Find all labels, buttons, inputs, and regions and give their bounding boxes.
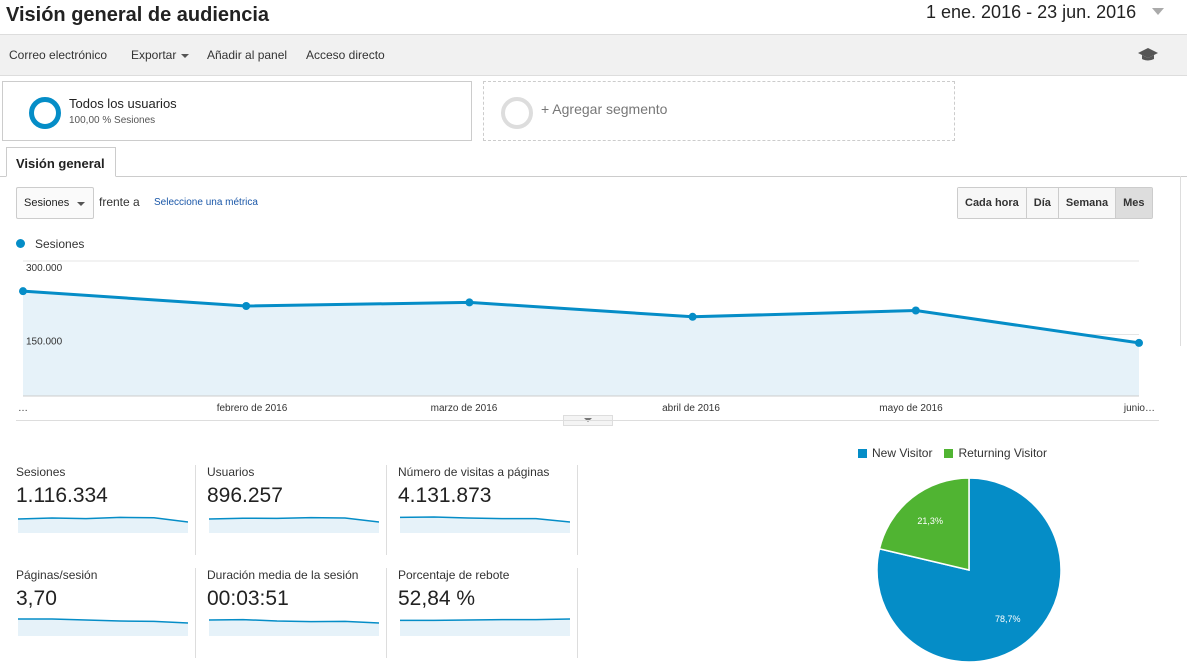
granularity-week-button[interactable]: Semana <box>1058 188 1117 218</box>
sparkline-area <box>400 619 570 636</box>
sparkline-line <box>18 618 188 624</box>
empty-ring-icon <box>501 97 533 129</box>
pie-slice-label: 78,7% <box>995 614 1021 624</box>
sparkline-line <box>208 516 379 523</box>
data-point <box>465 298 474 307</box>
metric-value: 3,70 <box>16 587 57 610</box>
page-title: Visión general de audiencia <box>6 4 270 26</box>
tab-divider <box>0 176 1187 177</box>
x-tick-label: abril de 2016 <box>662 403 720 414</box>
metric-label: Usuarios <box>207 465 255 479</box>
series-area <box>23 291 1139 396</box>
metric-tile-pageviews[interactable]: Número de visitas a páginas 4.131.873 <box>398 465 578 555</box>
legend-new-visitor: New Visitor <box>872 446 933 460</box>
caret-down-icon <box>77 202 85 206</box>
metric-label: Páginas/sesión <box>16 568 98 582</box>
metric-value: 896.257 <box>207 484 283 507</box>
metric-tile-pages-per-session[interactable]: Páginas/sesión 3,70 <box>16 568 196 658</box>
data-point <box>242 302 251 310</box>
sparkline-area <box>209 619 379 636</box>
pie-slice <box>878 477 970 571</box>
sparkline <box>400 618 570 636</box>
metric-select[interactable]: Sesiones <box>16 187 94 219</box>
add-segment-button[interactable]: + Agregar segmento <box>483 81 955 141</box>
data-point <box>911 306 920 315</box>
data-point <box>1135 338 1143 347</box>
chart-divider <box>16 420 1159 421</box>
metric-tile-users[interactable]: Usuarios 896.257 <box>207 465 387 555</box>
y-tick-label: 150.000 <box>26 337 63 348</box>
metric-value: 52,84 % <box>398 587 476 610</box>
segment-all-users[interactable]: Todos los usuarios 100,00 % Sesiones <box>2 81 472 141</box>
export-label: Exportar <box>131 48 177 62</box>
sparkline <box>208 618 379 636</box>
metric-label: Número de visitas a páginas <box>398 465 550 479</box>
versus-label: frente a <box>99 195 140 209</box>
legend-swatch-returning <box>944 448 954 458</box>
metric-tile-bounce-rate[interactable]: Porcentaje de rebote 52,84 % <box>398 568 578 658</box>
y-tick-label: 300.000 <box>26 263 63 274</box>
pie-legend: New Visitor Returning Visitor <box>858 446 1047 460</box>
segment-title: Todos los usuarios <box>69 96 177 111</box>
sparkline-area <box>400 517 570 533</box>
email-button[interactable]: Correo electrónico <box>9 48 108 62</box>
sparkline <box>399 516 570 533</box>
pie-slice-label: 21,3% <box>917 516 943 526</box>
sparkline-area <box>209 517 379 533</box>
data-point <box>19 287 27 296</box>
legend-label: Sesiones <box>35 237 85 251</box>
add-segment-label: + Agregar segmento <box>541 101 668 117</box>
legend-marker <box>16 239 25 248</box>
toolbar: Correo electrónico Exportar Añadir al pa… <box>0 34 1187 76</box>
chevron-down-icon <box>1152 8 1164 15</box>
granularity-day-button[interactable]: Día <box>1026 188 1059 218</box>
series-line <box>22 289 1140 345</box>
x-tick-label: febrero de 2016 <box>217 403 288 414</box>
metric-label: Porcentaje de rebote <box>398 568 510 582</box>
metric-tile-sessions[interactable]: Sesiones 1.116.334 <box>16 465 196 555</box>
sparkline-line <box>399 516 570 523</box>
sparkline-area <box>18 517 188 533</box>
x-tick-label: mayo de 2016 <box>879 403 943 414</box>
granularity-switcher: Cada hora Día Semana Mes <box>957 187 1153 219</box>
sparkline-line <box>400 618 570 622</box>
sparkline-area <box>18 619 188 636</box>
sparkline <box>17 516 188 533</box>
metric-label: Duración media de la sesión <box>207 568 359 582</box>
sparkline-line <box>17 516 188 523</box>
legend-returning-visitor: Returning Visitor <box>958 446 1047 460</box>
date-range-picker[interactable]: 1 ene. 2016 - 23 jun. 2016 <box>920 0 1170 24</box>
date-range-label: 1 ene. 2016 - 23 jun. 2016 <box>926 1 1137 22</box>
graduation-cap-icon[interactable] <box>1137 47 1159 63</box>
sparkline <box>18 618 188 636</box>
x-tick-label: junio… <box>1123 403 1155 414</box>
sparkline-line <box>208 618 379 624</box>
caret-down-icon <box>181 53 190 58</box>
add-to-dashboard-button[interactable]: Añadir al panel <box>207 48 288 62</box>
shortcut-button[interactable]: Acceso directo <box>306 48 385 62</box>
segment-ring-icon <box>29 97 61 129</box>
scrollbar[interactable] <box>1180 176 1187 346</box>
segment-subtitle: 100,00 % Sesiones <box>69 115 156 126</box>
metric-value: 1.116.334 <box>16 484 108 507</box>
export-button[interactable]: Exportar <box>131 48 190 62</box>
metric-value: 00:03:51 <box>207 587 289 610</box>
metric-select-value: Sesiones <box>24 197 70 209</box>
metric-label: Sesiones <box>16 465 66 479</box>
granularity-month-button[interactable]: Mes <box>1116 188 1152 218</box>
legend-swatch-new <box>858 448 867 458</box>
metric-value: 4.131.873 <box>398 484 492 507</box>
sparkline <box>208 516 379 533</box>
tab-overview[interactable]: Visión general <box>6 147 116 177</box>
visitor-type-pie: 78,7% 21,3% <box>876 477 1062 663</box>
data-point <box>688 312 697 321</box>
select-metric-link[interactable]: Seleccione una métrica <box>154 197 258 208</box>
granularity-hour-button[interactable]: Cada hora <box>958 188 1027 218</box>
x-tick-label: … <box>18 403 28 414</box>
sessions-chart: 300.000 150.000 … febrero de 2016 marzo de 2… <box>18 260 1155 414</box>
x-tick-label: marzo de 2016 <box>431 403 498 414</box>
metric-tile-avg-session-duration[interactable]: Duración media de la sesión 00:03:51 <box>207 568 387 658</box>
